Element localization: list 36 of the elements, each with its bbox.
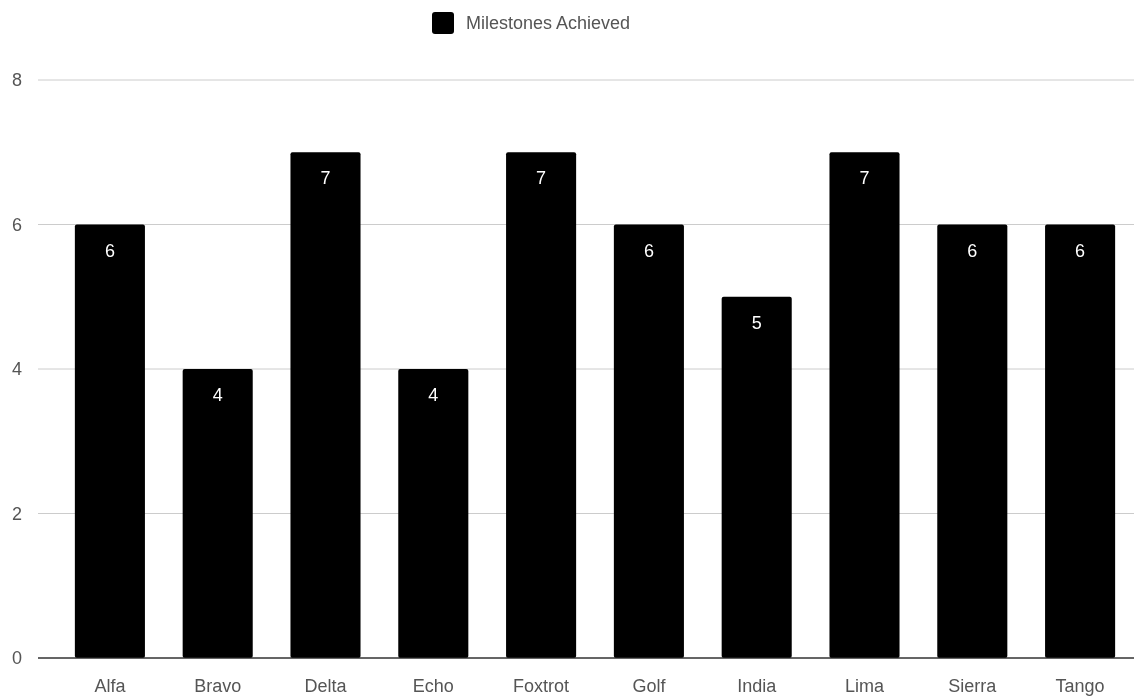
bar [829, 152, 900, 658]
legend-label: Milestones Achieved [466, 13, 631, 33]
y-tick-label: 0 [11, 648, 22, 668]
y-tick-label: 4 [11, 359, 22, 379]
y-tick-label: 6 [11, 214, 22, 235]
data-label: 5 [751, 312, 762, 333]
data-label: 7 [536, 168, 547, 189]
data-label: 4 [428, 385, 439, 405]
bar [398, 369, 469, 658]
bar [613, 224, 684, 658]
x-tick-label: Foxtrot [513, 676, 570, 696]
bar [937, 224, 1008, 658]
x-tick-label: Echo [412, 676, 454, 696]
data-label: 6 [104, 240, 115, 261]
x-tick-label: Sierra [948, 676, 998, 696]
x-tick-label: Lima [844, 676, 885, 696]
x-tick-label: India [737, 676, 778, 696]
data-label: 7 [859, 168, 870, 189]
x-tick-label: Bravo [194, 676, 242, 696]
data-label: 6 [1075, 240, 1086, 261]
bar [182, 369, 253, 658]
bar [74, 224, 145, 658]
x-tick-label: Delta [304, 676, 348, 696]
x-tick-label: Golf [632, 676, 667, 696]
y-tick-label: 2 [11, 503, 22, 524]
bar [506, 152, 577, 658]
bar [721, 296, 792, 658]
data-label: 7 [320, 168, 331, 189]
bar [290, 152, 361, 658]
x-tick-label: Tango [1055, 676, 1105, 696]
data-label: 4 [212, 385, 223, 405]
bar [1045, 224, 1116, 658]
data-label: 6 [967, 240, 978, 261]
data-label: 6 [643, 240, 654, 261]
y-tick-label: 8 [11, 70, 22, 90]
x-tick-label: Alfa [94, 676, 127, 696]
